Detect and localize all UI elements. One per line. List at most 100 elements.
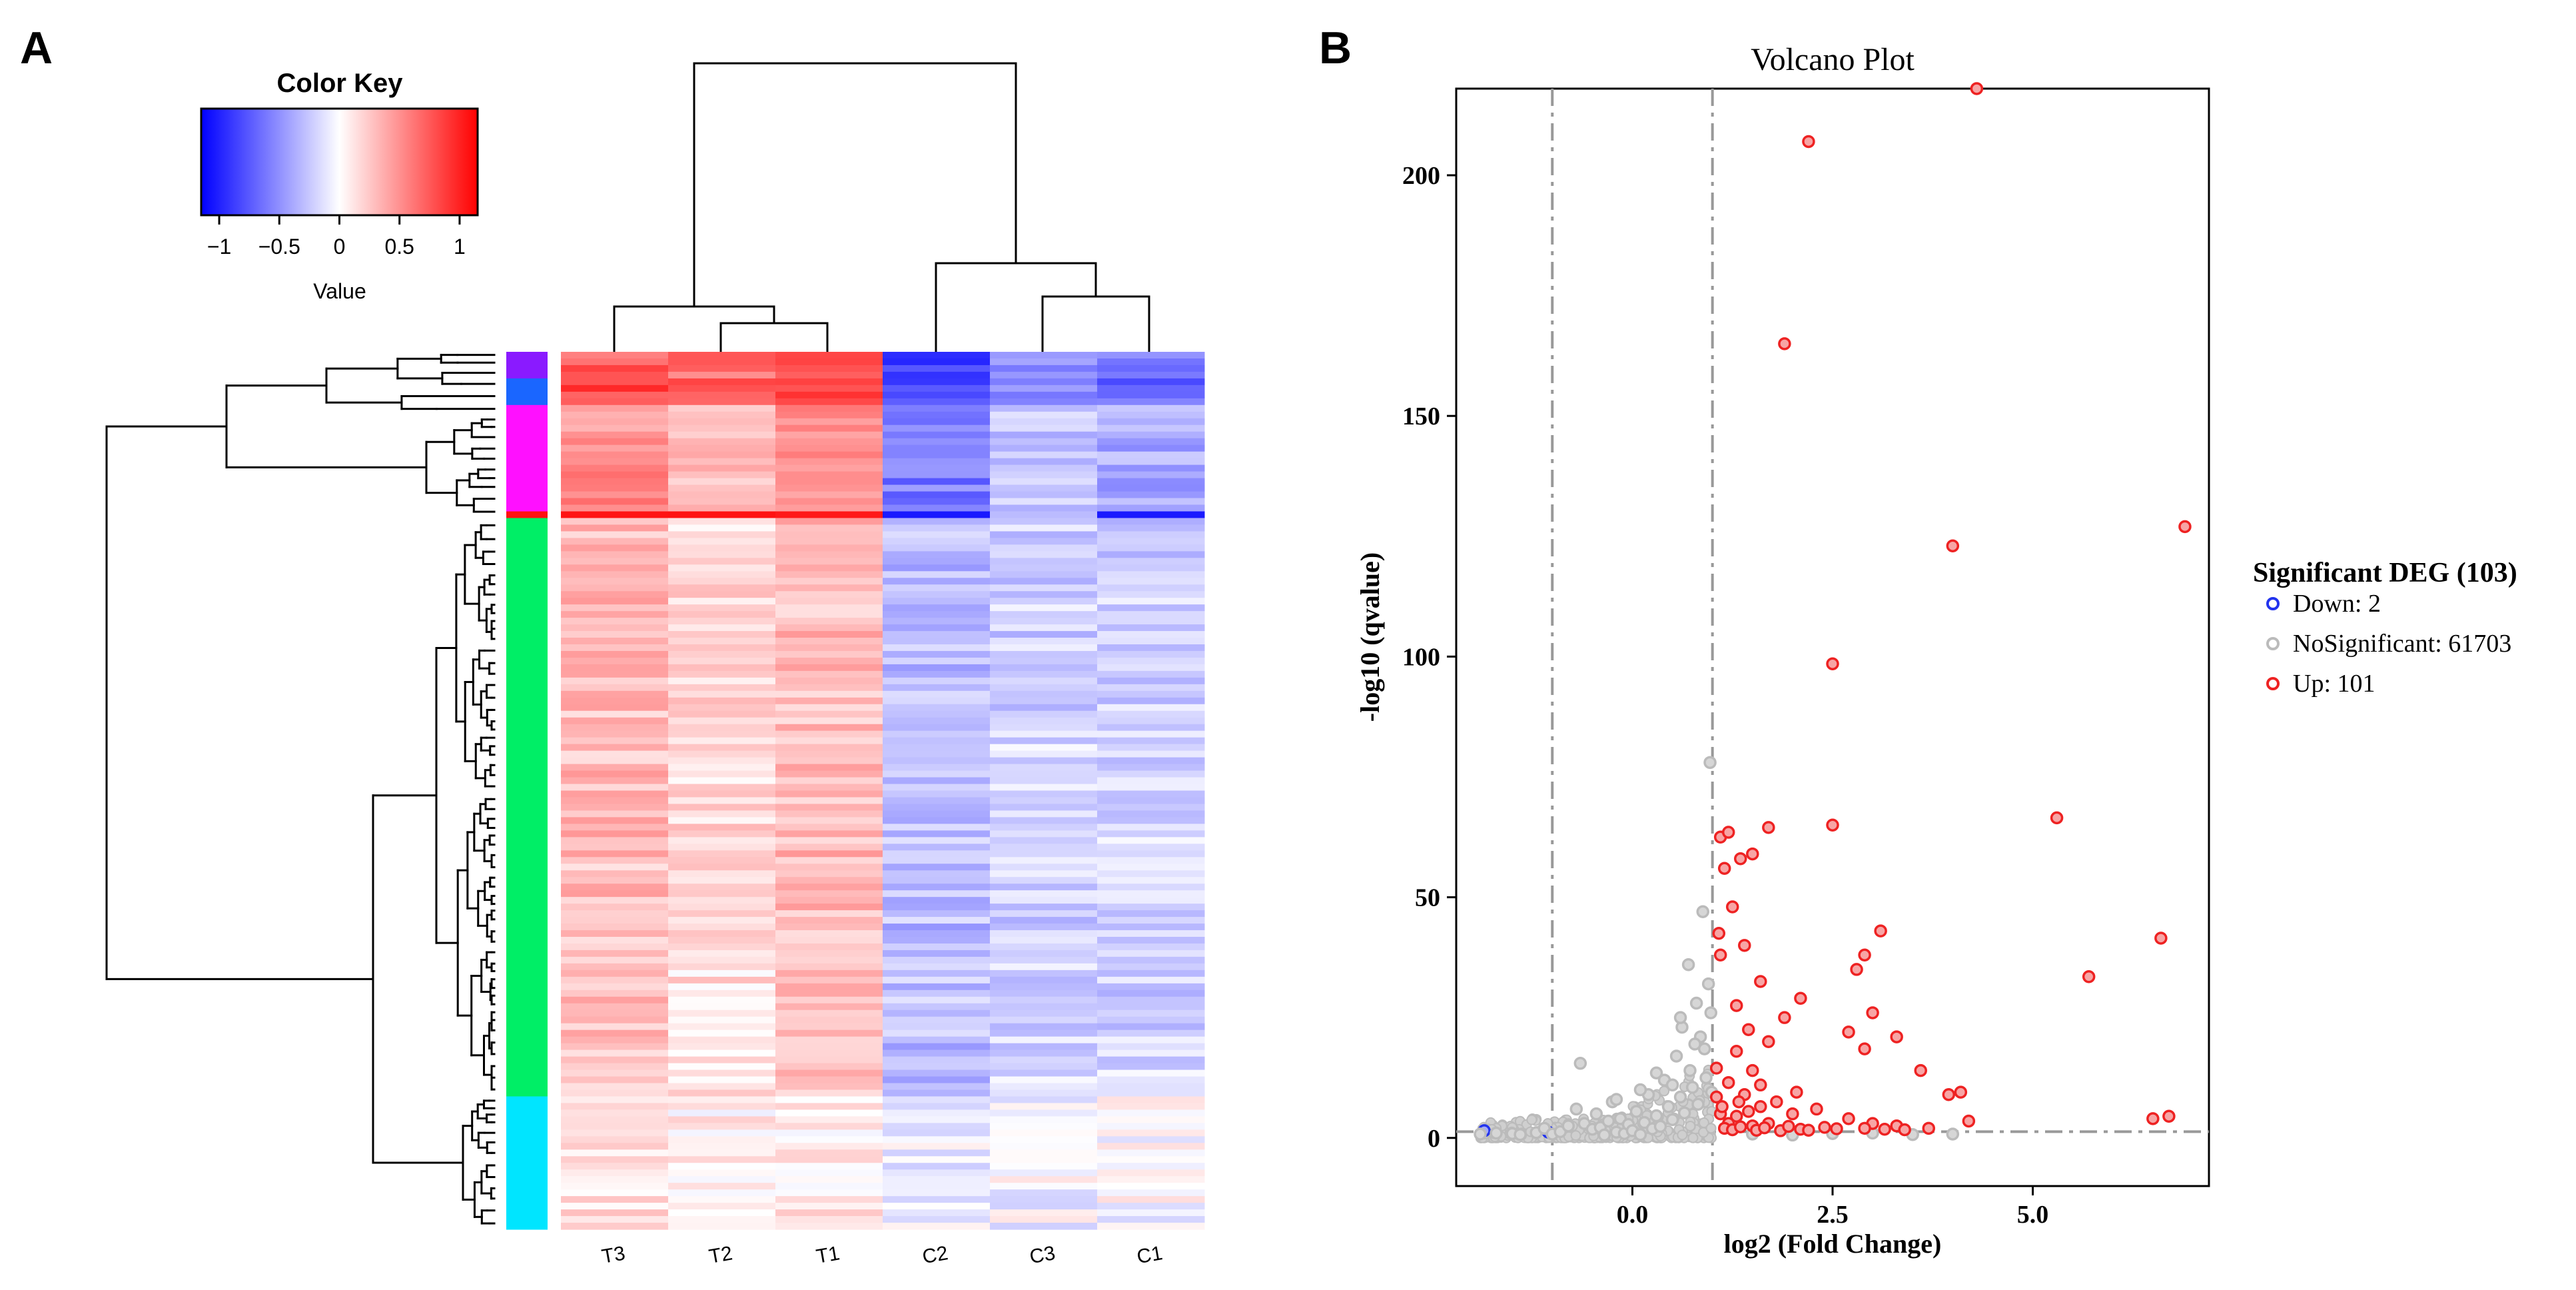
heatmap-cell: [561, 1143, 669, 1150]
up-point: [1810, 1102, 1823, 1116]
heatmap-cell: [1097, 464, 1205, 472]
up-point: [2146, 1112, 2160, 1125]
nosignificant-point: [1526, 1114, 1537, 1125]
heatmap-cell: [561, 1183, 669, 1190]
series-nosignificant: [1474, 756, 1960, 1142]
column-dendrogram: [613, 62, 1150, 352]
heatmap-cell: [883, 1076, 991, 1084]
heatmap-cell: [990, 777, 1098, 785]
panel-a-heatmap: A Color Key −1 −0.5 0 0.5 1 Value T3 T2 T1 C2 C3…: [20, 23, 1205, 1268]
nosignificant-point: [1609, 1093, 1623, 1106]
heatmap-cell: [561, 424, 669, 432]
heatmap-cell: [990, 704, 1098, 712]
heatmap-cell: [1097, 444, 1205, 452]
heatmap-cell: [668, 1156, 776, 1163]
up-point: [1890, 1030, 1903, 1043]
heatmap-cell: [561, 464, 669, 472]
heatmap-cell: [668, 384, 776, 392]
heatmap-cell: [775, 1043, 883, 1051]
heatmap-cell: [883, 644, 991, 652]
series-up: [1709, 82, 2192, 1137]
heatmap-cell: [561, 937, 669, 944]
heatmap-cell: [1097, 930, 1205, 938]
heatmap-cell: [775, 1109, 883, 1117]
heatmap-cell: [883, 810, 991, 818]
heatmap-cell: [990, 677, 1098, 685]
up-point: [1942, 1088, 1956, 1101]
heatmap-cell: [1097, 1183, 1205, 1190]
up-point: [1826, 657, 1839, 670]
up-point: [1794, 991, 1807, 1005]
heatmap-cell: [990, 1143, 1098, 1150]
heatmap-cell: [668, 631, 776, 638]
heatmap-cell: [668, 1209, 776, 1217]
heatmap-cell: [561, 890, 669, 898]
heatmap-cell: [775, 491, 883, 499]
heatmap-cell: [883, 924, 991, 931]
heatmap-cell: [883, 937, 991, 944]
heatmap-cell: [775, 631, 883, 638]
up-point: [1914, 1063, 1927, 1077]
heatmap-cell: [561, 804, 669, 812]
heatmap-cell: [990, 830, 1098, 838]
volcano-axes: 0.0 2.5 5.0 0 50 100 150 200: [1402, 162, 2048, 1229]
up-point: [1746, 847, 1759, 861]
heatmap-cell: [775, 917, 883, 924]
heatmap-cell: [990, 917, 1098, 924]
heatmap-cell: [561, 1216, 669, 1223]
heatmap-cell: [1097, 438, 1205, 446]
heatmap-cell: [561, 438, 669, 446]
heatmap-cell: [775, 384, 883, 392]
row-cluster-color: [506, 404, 548, 512]
heatmap-cell: [668, 418, 776, 426]
heatmap-cell: [1097, 844, 1205, 851]
heatmap-cell: [561, 930, 669, 938]
heatmap-cell: [668, 578, 776, 585]
heatmap-cell: [775, 1203, 883, 1210]
heatmap-cell: [1097, 1129, 1205, 1137]
heatmap-cell: [668, 391, 776, 399]
heatmap-cell: [668, 571, 776, 578]
heatmap-cell: [561, 631, 669, 638]
heatmap-cell: [668, 910, 776, 918]
heatmap-cell: [668, 484, 776, 492]
heatmap-cell: [668, 897, 776, 904]
heatmap-cell: [883, 690, 991, 698]
heatmap-cell: [990, 1216, 1098, 1223]
nosignificant-point: [1570, 1130, 1581, 1141]
heatmap-cell: [990, 1029, 1098, 1037]
heatmap-cell: [1097, 1076, 1205, 1084]
heatmap-cell: [883, 1203, 991, 1210]
heatmap-cell: [775, 644, 883, 652]
nosignificant-point: [1653, 1119, 1667, 1133]
heatmap-cell: [775, 591, 883, 598]
nosignificant-point: [1474, 1127, 1487, 1141]
heatmap-cell: [1097, 730, 1205, 738]
heatmap-cell: [668, 618, 776, 625]
up-point: [2154, 932, 2168, 945]
heatmap-cell: [990, 1036, 1098, 1044]
heatmap-cell: [883, 491, 991, 499]
heatmap-cell: [668, 937, 776, 944]
heatmap-cell: [668, 1036, 776, 1044]
heatmap-cell: [775, 1136, 883, 1143]
heatmap-cell: [1097, 471, 1205, 479]
heatmap-cell: [883, 850, 991, 858]
heatmap-cell: [990, 524, 1098, 532]
heatmap-cell: [561, 704, 669, 712]
heatmap-cell: [775, 1163, 883, 1170]
heatmap-cell: [668, 1003, 776, 1011]
heatmap-cell: [1097, 910, 1205, 918]
heatmap-cell: [1097, 364, 1205, 372]
up-point: [1762, 821, 1775, 834]
heatmap-cell: [883, 578, 991, 585]
heatmap-cell: [990, 571, 1098, 578]
heatmap-cell: [775, 478, 883, 486]
nosignificant-point: [1705, 1123, 1717, 1134]
heatmap-cell: [561, 857, 669, 864]
heatmap-cell: [561, 1016, 669, 1024]
heatmap-cell: [883, 1109, 991, 1117]
heatmap-cell: [668, 1223, 776, 1230]
heatmap-cell: [883, 1036, 991, 1044]
heatmap-cell: [775, 1076, 883, 1084]
